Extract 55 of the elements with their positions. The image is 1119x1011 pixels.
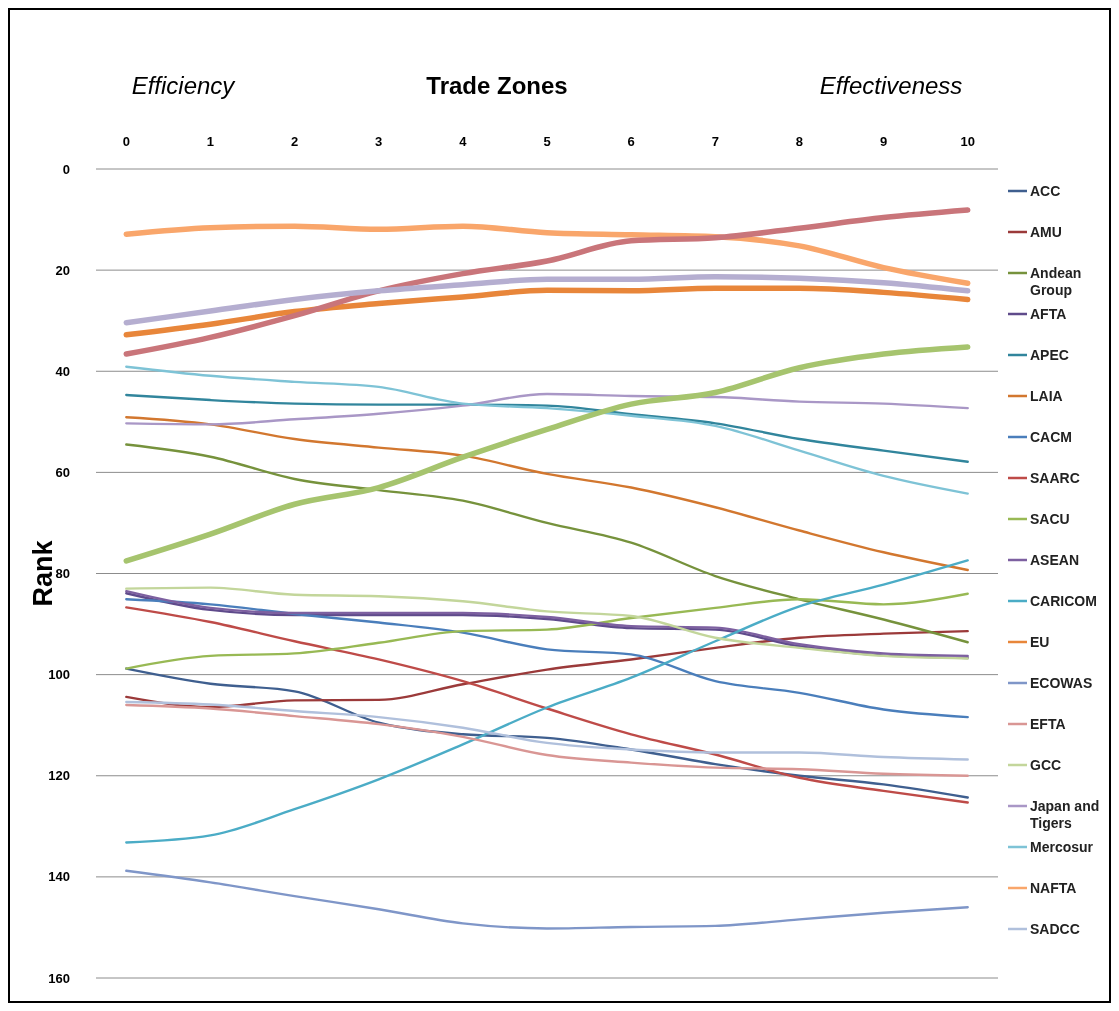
legend-label: Japan and Tigers — [1030, 798, 1100, 831]
line-series — [125, 598, 969, 719]
y-tick-label: 100 — [48, 667, 70, 683]
line-series — [125, 700, 969, 761]
legend-label: ACC — [1030, 183, 1061, 199]
line-series — [125, 416, 969, 572]
x-tick-label: 5 — [543, 134, 551, 149]
legend-label: CACM — [1030, 429, 1072, 445]
line-series — [125, 667, 969, 799]
x-tick-label: 7 — [711, 134, 719, 149]
line-series — [125, 703, 969, 777]
text: Effectiveness — [819, 72, 963, 99]
x-tick-label: 4 — [459, 134, 468, 149]
x-tick-label: 9 — [879, 134, 888, 149]
line-series — [125, 869, 969, 930]
legend-label: GCC — [1030, 757, 1062, 773]
line-series — [125, 629, 969, 709]
y-tick-label: 0 — [62, 161, 70, 177]
legend-label: AMU — [1030, 224, 1062, 240]
legend-label: AFTA — [1030, 306, 1067, 322]
legend-label: LAIA — [1030, 388, 1063, 404]
legend-label: EU — [1030, 634, 1050, 650]
x-tick-label: 1 — [206, 134, 215, 149]
text: Efficiency — [131, 72, 237, 99]
x-tick-label: 3 — [375, 134, 383, 149]
y-tick-label: 120 — [48, 768, 70, 784]
x-tick-label: 0 — [122, 134, 130, 149]
legend-label: ECOWAS — [1030, 675, 1093, 691]
y-tick-label: 80 — [55, 566, 70, 581]
line-series — [125, 393, 969, 463]
legend-label: NAFTA — [1030, 880, 1077, 896]
x-tick-label: 2 — [290, 134, 299, 149]
y-tick-label: 140 — [48, 869, 70, 885]
legend-label: SAARC — [1030, 470, 1080, 486]
legend-label: Andean Group — [1030, 265, 1082, 298]
y-tick-label: 20 — [55, 262, 70, 278]
line-series — [125, 365, 969, 495]
y-tick-label: 40 — [55, 363, 70, 379]
legend-label: SADCC — [1030, 921, 1080, 937]
legend-label: APEC — [1030, 347, 1069, 363]
x-tick-label: 8 — [795, 134, 804, 149]
legend-label: ASEAN — [1030, 552, 1080, 568]
line-series — [125, 606, 969, 804]
line-series — [125, 559, 969, 844]
legend-label: CARICOM — [1030, 593, 1097, 609]
legend-label: Mercosur — [1030, 839, 1094, 855]
x-tick-label: 6 — [627, 134, 635, 149]
legend-label: SACU — [1030, 511, 1070, 527]
chart-title: Trade Zones — [426, 72, 568, 99]
legend-label: EFTA — [1030, 716, 1066, 732]
y-tick-label: 60 — [55, 464, 70, 480]
line-series — [125, 443, 969, 644]
y-tick-label: 160 — [48, 970, 70, 986]
line-series — [125, 392, 969, 426]
x-tick-label: 10 — [960, 134, 975, 149]
